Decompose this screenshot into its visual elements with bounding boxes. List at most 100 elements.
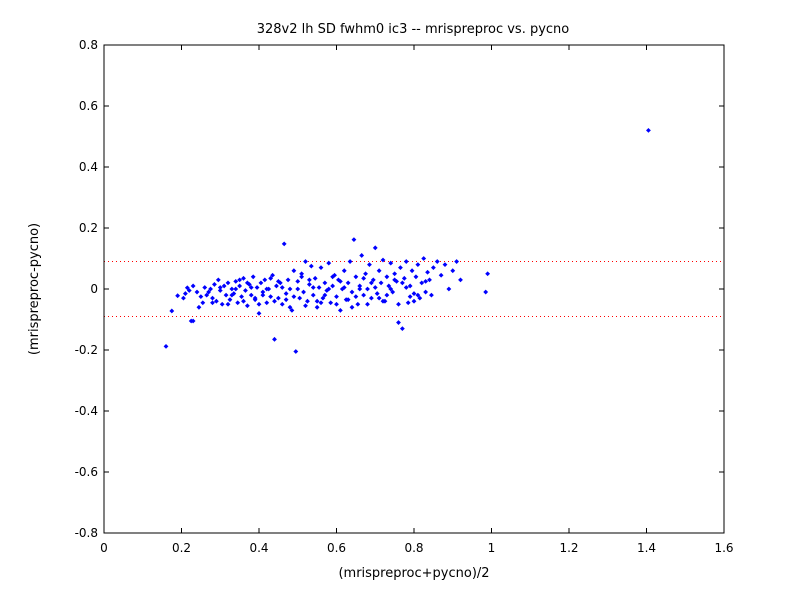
data-point — [223, 292, 229, 298]
x-tick-label: 1.2 — [559, 541, 578, 555]
data-point — [260, 292, 266, 298]
data-point — [270, 272, 275, 278]
data-point — [328, 300, 334, 306]
data-point — [175, 293, 181, 299]
data-point — [341, 268, 347, 274]
data-point — [275, 278, 281, 284]
data-point — [347, 259, 353, 264]
data-point — [384, 292, 390, 298]
data-point — [181, 295, 186, 301]
data-point — [334, 294, 339, 300]
data-point — [250, 274, 256, 280]
data-point — [380, 298, 386, 304]
data-point — [225, 280, 231, 286]
data-point — [186, 288, 192, 293]
data-point — [442, 262, 448, 267]
data-point — [365, 301, 370, 307]
data-point — [353, 294, 359, 300]
data-points — [163, 128, 651, 354]
data-point — [272, 298, 277, 304]
data-point — [316, 285, 322, 290]
data-point — [303, 259, 308, 264]
data-point — [256, 311, 262, 316]
data-point — [194, 289, 200, 295]
y-tick-label: 0.8 — [79, 38, 98, 52]
data-point — [301, 289, 306, 295]
data-point — [413, 274, 419, 280]
data-point — [394, 278, 399, 284]
data-point — [388, 260, 394, 266]
data-point — [283, 297, 289, 303]
data-point — [206, 289, 212, 295]
data-point — [297, 295, 303, 301]
data-point — [339, 286, 345, 292]
y-tick-label: 0.4 — [79, 160, 98, 174]
data-point — [409, 268, 415, 274]
data-point — [367, 262, 372, 267]
data-point — [376, 268, 382, 274]
y-tick-label: -0.4 — [75, 404, 98, 418]
data-point — [376, 295, 382, 301]
data-point — [351, 237, 357, 242]
data-point — [411, 298, 417, 304]
data-point — [241, 298, 246, 304]
data-point — [411, 291, 417, 296]
data-point — [372, 285, 378, 290]
data-point — [287, 286, 293, 292]
data-point — [407, 283, 413, 289]
data-point — [423, 278, 429, 284]
data-point — [221, 283, 227, 289]
data-point — [308, 263, 314, 269]
data-point — [285, 277, 291, 283]
data-point — [417, 295, 423, 301]
data-point — [227, 297, 233, 303]
data-point — [163, 343, 169, 349]
data-point — [458, 277, 463, 283]
data-point — [330, 274, 336, 280]
data-point — [289, 307, 295, 313]
data-point — [390, 289, 396, 295]
data-point — [248, 285, 254, 290]
data-point — [213, 298, 219, 304]
y-tick-label: -0.8 — [75, 526, 98, 540]
data-point — [299, 271, 305, 277]
data-point — [427, 277, 432, 283]
data-point — [322, 292, 328, 298]
x-tick-label: 0.4 — [249, 541, 268, 555]
data-point — [283, 291, 289, 296]
data-point — [229, 292, 235, 298]
data-point — [318, 300, 324, 306]
data-point — [237, 283, 243, 289]
data-point — [434, 259, 440, 264]
data-point — [429, 292, 434, 298]
data-point — [243, 288, 248, 293]
data-point — [425, 269, 430, 275]
x-tick-label: 1.4 — [637, 541, 656, 555]
data-point — [239, 294, 244, 300]
data-point — [355, 301, 361, 307]
data-point — [275, 295, 281, 301]
y-tick-label: 0 — [90, 282, 98, 296]
data-point — [310, 292, 316, 298]
data-point — [454, 259, 460, 264]
x-tick-label: 0.8 — [404, 541, 423, 555]
data-point — [252, 295, 258, 301]
data-point — [357, 286, 363, 292]
data-point — [241, 275, 246, 281]
data-point — [291, 268, 297, 274]
data-point — [210, 300, 215, 306]
data-point — [208, 286, 213, 292]
data-point — [235, 300, 241, 306]
data-point — [272, 336, 277, 342]
data-point — [384, 274, 390, 280]
data-point — [345, 297, 351, 303]
data-point — [318, 265, 324, 271]
data-point — [229, 286, 235, 292]
data-point — [314, 304, 320, 310]
data-point — [190, 283, 196, 289]
data-point — [386, 283, 392, 289]
data-point — [293, 349, 299, 354]
data-point — [305, 298, 310, 304]
reference-lines — [104, 261, 724, 317]
